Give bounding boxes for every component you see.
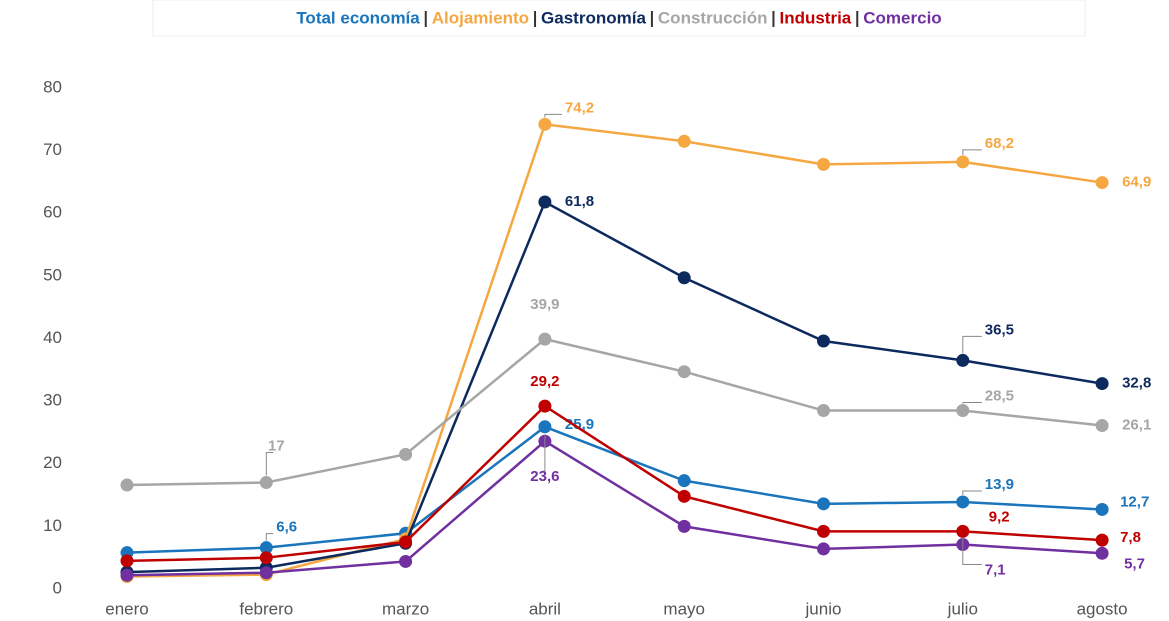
series-line: [126, 439, 1103, 577]
marker: [817, 404, 830, 418]
marker: [677, 474, 691, 488]
x-tick-label: marzo: [382, 599, 429, 618]
leader-line: [962, 537, 982, 566]
marker: [259, 541, 273, 555]
marker: [956, 404, 970, 418]
leader-line: [544, 113, 562, 118]
data-label: 74,2: [565, 99, 594, 116]
y-tick-label: 20: [43, 453, 62, 472]
marker: [259, 566, 273, 580]
leader-line: [541, 434, 546, 472]
marker: [538, 195, 552, 209]
y-tick-label: 50: [43, 265, 62, 284]
marker: [399, 535, 413, 549]
data-label: 6,6: [276, 519, 297, 536]
series-line: [126, 404, 1103, 563]
data-label: 7,8: [1120, 529, 1141, 546]
x-tick-label: agosto: [1077, 599, 1128, 618]
marker: [259, 551, 273, 565]
marker: [399, 447, 413, 461]
y-tick-label: 40: [43, 328, 62, 347]
series-line: [126, 425, 1103, 554]
y-tick-label: 80: [43, 77, 62, 96]
marker: [399, 554, 413, 568]
x-tick-label: enero: [105, 599, 148, 618]
marker: [956, 353, 970, 367]
marker: [677, 489, 691, 503]
data-label: 68,2: [985, 135, 1014, 152]
x-tick-label: abril: [529, 599, 561, 618]
data-label: 12,7: [1120, 493, 1149, 510]
marker: [677, 134, 691, 148]
leader-line: [962, 402, 982, 404]
legend-label: Construcción: [658, 8, 768, 27]
marker: [120, 554, 134, 568]
marker: [1095, 419, 1109, 433]
data-label: 32,8: [1122, 375, 1151, 392]
y-tick-label: 60: [43, 203, 62, 222]
marker: [538, 117, 552, 131]
y-tick-label: 0: [53, 578, 62, 597]
legend-label: Industria: [779, 8, 851, 27]
data-label: 13,9: [985, 476, 1014, 493]
series-line: [126, 337, 1103, 487]
x-tick-label: febrero: [239, 599, 293, 618]
x-tick-label: junio: [805, 599, 842, 618]
marker: [538, 332, 552, 346]
marker: [1095, 546, 1109, 560]
leader-line: [962, 335, 982, 354]
marker: [1095, 502, 1109, 516]
series-line: [126, 200, 1103, 574]
marker: [259, 476, 273, 490]
x-tick-label: julio: [947, 599, 978, 618]
data-label: 5,7: [1124, 555, 1145, 572]
legend: Total economía Alojamiento Gastronomía Cons…: [296, 8, 941, 27]
marker: [677, 271, 691, 285]
marker: [120, 478, 134, 492]
marker: [817, 157, 830, 171]
legend-label: Gastronomía: [541, 8, 646, 27]
leader-line: [265, 533, 274, 541]
data-label: 9,2: [989, 508, 1010, 525]
marker: [677, 365, 691, 379]
x-tick-label: mayo: [663, 599, 705, 618]
data-label: 29,2: [530, 373, 559, 390]
data-label: 39,9: [530, 296, 559, 313]
y-tick-label: 30: [43, 391, 62, 410]
legend-label: Total economía: [296, 8, 420, 27]
marker: [1095, 176, 1109, 190]
marker: [538, 420, 552, 434]
marker: [1095, 533, 1109, 547]
marker: [538, 399, 552, 413]
marker: [956, 524, 970, 538]
legend-box: [152, 0, 1086, 37]
marker: [120, 568, 134, 582]
series-line: [126, 122, 1103, 578]
data-label: 61,8: [565, 193, 594, 210]
marker: [1095, 377, 1109, 391]
data-label: 36,5: [985, 321, 1014, 338]
data-label: 26,1: [1122, 417, 1151, 434]
marker: [956, 155, 970, 169]
leader-line: [265, 452, 274, 476]
marker: [677, 519, 691, 533]
marker: [956, 495, 970, 509]
leader-line: [962, 490, 982, 495]
legend-label: Alojamiento: [432, 8, 529, 27]
marker: [817, 524, 830, 538]
y-tick-label: 70: [43, 140, 62, 159]
data-label: 7,1: [985, 562, 1006, 579]
marker: [817, 497, 830, 511]
legend-label: Comercio: [863, 8, 941, 27]
data-label: 23,6: [530, 468, 559, 485]
marker: [817, 542, 830, 556]
data-label: 17: [268, 438, 285, 455]
y-tick-label: 10: [43, 516, 62, 535]
data-label: 25,9: [565, 416, 594, 433]
data-label: 28,5: [985, 387, 1014, 404]
data-label: 64,9: [1122, 174, 1151, 191]
leader-line: [962, 149, 982, 155]
marker: [817, 334, 830, 348]
